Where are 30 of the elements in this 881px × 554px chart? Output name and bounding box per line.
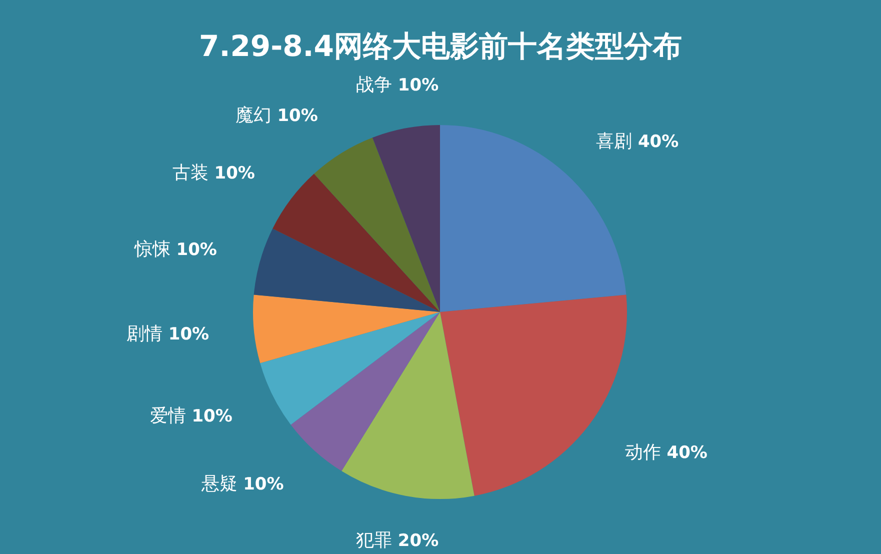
slice-label: 动作 [625,442,662,464]
slice-label: 魔幻 [235,105,272,126]
data-label: 10% [243,474,284,495]
data-label: 10% [277,106,318,126]
pie-slice [253,294,440,364]
slice-label: 喜剧 [596,130,632,152]
data-label: 10% [192,406,232,427]
pie-slice [440,294,627,496]
data-label: 10% [398,75,439,96]
data-label: 40% [638,132,679,152]
slice-label: 犯罪 [356,530,392,552]
data-label: 10% [168,324,210,345]
chart-title: 7.29-8.4网络大电影前十名类型分布 [199,29,682,63]
slice-label: 剧情 [126,324,163,345]
data-label: 20% [398,531,439,552]
pie-slice [342,312,474,499]
data-label: 40% [666,443,708,464]
slice-label: 惊悚 [134,238,171,260]
data-label: 10% [214,164,255,184]
slice-label: 古装 [172,162,209,184]
pie-slice [272,174,440,312]
pie-slice [254,228,440,312]
slice-label: 爱情 [150,406,186,427]
slice-label: 战争 [356,74,392,96]
data-label: 10% [176,240,217,260]
pie-slice [372,125,440,312]
pie-slice [290,312,440,471]
pie-slice [260,312,440,425]
slice-label: 悬疑 [201,474,238,495]
pie-slice [314,138,440,312]
